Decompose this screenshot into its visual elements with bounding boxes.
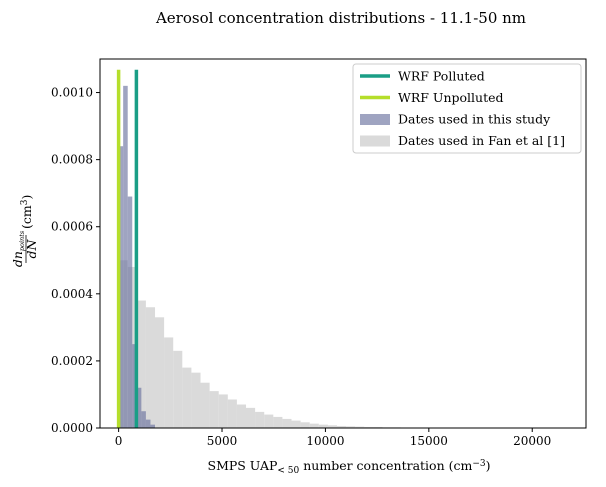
y-tick-label-3: 0.0006 (51, 220, 93, 234)
legend: WRF Polluted WRF Unpolluted Dates used in … (352, 63, 582, 154)
x-tick-label-1: 5000 (207, 434, 238, 448)
study-bar-7 (150, 424, 156, 428)
fan-bar-12 (227, 399, 237, 428)
chart-title: Aerosol concentration distributions - 11… (155, 9, 526, 27)
x-tick-label-4: 20000 (513, 434, 551, 448)
svg-text:(cm3): (cm3) (19, 195, 34, 229)
y-label-unit-sup: 3 (20, 199, 30, 205)
y-tick-label-5: 0.0010 (51, 86, 93, 100)
y-label-unit-post: ) (19, 195, 34, 200)
legend-label-dates-used-in-this-study: Dates used in this study (398, 112, 551, 127)
study-bar-5 (141, 411, 146, 428)
fan-bar-5 (164, 337, 174, 428)
study-bar-2 (127, 196, 133, 428)
histogram-fan-et-al (118, 260, 565, 428)
y-tick-label-2: 0.0004 (51, 287, 93, 301)
fan-bar-26 (355, 426, 365, 428)
fan-bar-22 (318, 424, 328, 428)
legend-swatch-dates-used-in-fan-et-al-1 (360, 135, 390, 147)
legend-box (352, 63, 582, 154)
y-label-unit-pre: (cm (19, 205, 34, 229)
fan-bar-25 (346, 426, 356, 428)
fan-bar-14 (246, 407, 256, 428)
study-bar-3 (132, 344, 137, 428)
fan-bar-3 (145, 307, 156, 428)
y-label-den: dN (24, 238, 39, 258)
fan-bar-21 (309, 423, 319, 428)
x-label-pre: SMPS UAP (208, 458, 278, 473)
y-axis-label: dnpoints dN (cm3) (10, 195, 39, 268)
y-label-num: dn (10, 251, 25, 267)
legend-label-wrf-polluted: WRF Polluted (398, 69, 485, 84)
fan-bar-15 (255, 411, 265, 428)
x-label-post: ) (486, 458, 491, 473)
x-label-sup: −3 (472, 459, 486, 469)
fan-bar-4 (155, 317, 165, 428)
fan-bar-7 (182, 367, 192, 428)
fan-bar-9 (200, 382, 210, 428)
fan-bar-13 (236, 404, 247, 428)
fan-bar-8 (191, 372, 201, 428)
fan-bar-11 (218, 394, 228, 428)
legend-label-dates-used-in-fan-et-al-1: Dates used in Fan et al [1] (398, 133, 565, 148)
x-tick-label-0: 0 (115, 434, 123, 448)
x-tick-label-3: 15000 (410, 434, 448, 448)
wrf-reference-lines (116, 69, 139, 428)
x-tick-label-2: 10000 (306, 434, 344, 448)
y-tick-label-1: 0.0002 (51, 354, 93, 368)
legend-label-wrf-unpolluted: WRF Unpolluted (398, 90, 504, 105)
fan-bar-17 (273, 416, 283, 428)
histogram-this-study (118, 85, 156, 428)
plot-area (116, 69, 565, 428)
y-tick-label-0: 0.0000 (51, 421, 93, 435)
study-bar-6 (145, 419, 151, 428)
x-axis-label: SMPS UAP< 50 number concentration (cm−3) (208, 458, 491, 476)
fan-bar-27 (364, 426, 374, 428)
fan-bar-24 (337, 425, 347, 428)
y-tick-label-4: 0.0008 (51, 153, 93, 167)
fan-bar-23 (327, 425, 337, 428)
x-label-mid: number concentration (cm (299, 458, 472, 473)
fan-bar-19 (291, 420, 301, 428)
fan-bar-16 (264, 414, 274, 428)
study-bar-0 (118, 146, 124, 428)
fan-bar-28 (373, 426, 383, 428)
axes-frame (99, 58, 587, 429)
x-label-sub: < 50 (277, 466, 299, 476)
fan-bar-10 (209, 391, 219, 428)
x-axis-ticks: 0 5000 10000 15000 20000 (115, 428, 551, 448)
study-bar-1 (123, 85, 128, 428)
fan-bar-20 (300, 422, 310, 428)
legend-swatch-dates-used-in-this-study (360, 114, 390, 125)
fan-bar-2 (136, 300, 146, 428)
study-bar-4 (136, 387, 142, 428)
y-axis-ticks: 0.0000 0.0002 0.0004 0.0006 0.0008 0.0010 (51, 86, 100, 435)
fan-bar-18 (282, 418, 292, 428)
svg-text:dnpoints: dnpoints (10, 230, 26, 267)
y-label-num-sub: points (18, 230, 26, 251)
fan-bar-6 (173, 350, 183, 428)
